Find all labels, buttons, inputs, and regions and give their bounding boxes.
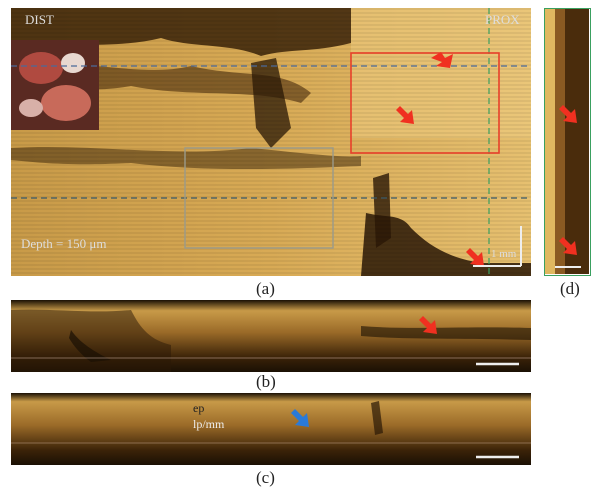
arrow-icon	[419, 316, 437, 334]
label-lp: lp/mm	[193, 417, 225, 431]
label-ep: ep	[193, 401, 205, 415]
caption-d: (d)	[560, 279, 580, 298]
panel-b-svg	[11, 300, 531, 372]
panel-d-image	[544, 8, 591, 276]
blue-arrow-icon	[291, 409, 309, 427]
label-prox: PROX	[485, 12, 520, 27]
endoscopic-inset-photo	[11, 40, 99, 130]
arrow-icon	[559, 237, 577, 255]
arrow-icon	[431, 52, 453, 68]
depth-label: Depth = 150 μm	[21, 236, 107, 251]
caption-c: (c)	[256, 468, 275, 487]
panel-d-svg	[545, 9, 589, 274]
caption-a: (a)	[256, 279, 275, 298]
arrow-icon	[396, 106, 414, 124]
label-dist: DIST	[25, 12, 54, 27]
caption-b: (b)	[256, 372, 276, 391]
roi-gray-box	[184, 147, 334, 249]
arrow-icon	[559, 105, 577, 123]
panel-c-cross-section: ep lp/mm	[11, 393, 531, 465]
panel-a-svg	[11, 8, 531, 276]
red-arrows	[396, 52, 484, 266]
panel-c-svg	[11, 393, 531, 465]
scale-label: 1 mm	[491, 248, 517, 260]
roi-red-box	[350, 52, 500, 154]
panel-d-arrows	[559, 105, 577, 255]
arrow-icon	[466, 248, 484, 266]
panel-a-en-face-image: DIST PROX Depth = 150 μm 1 mm	[11, 8, 531, 276]
panel-b-cross-section	[11, 300, 531, 372]
